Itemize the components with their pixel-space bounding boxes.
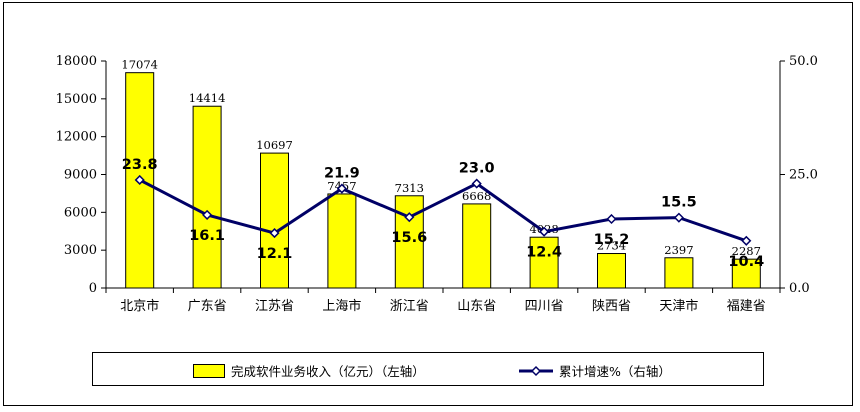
- growth-value-label: 15.2: [594, 232, 630, 248]
- legend-item-growth: 累计增速%（右轴）: [519, 361, 671, 380]
- y-left-tick-label: 3000: [64, 243, 97, 258]
- x-tick-label: 广东省: [188, 299, 227, 314]
- bar-value-label: 2397: [664, 243, 693, 257]
- growth-value-label: 12.1: [257, 246, 293, 262]
- y-left-tick-label: 12000: [56, 130, 97, 145]
- growth-value-label: 16.1: [189, 228, 225, 244]
- growth-point: [269, 228, 280, 239]
- growth-value-label: 15.6: [391, 230, 427, 246]
- y-left-tick-label: 6000: [64, 205, 97, 220]
- x-tick-label: 四川省: [525, 299, 564, 314]
- y-left-tick-label: 0: [89, 281, 97, 296]
- x-tick-label: 上海市: [322, 298, 361, 314]
- legend-item-revenue: 完成软件业务收入（亿元）（左轴）: [193, 361, 425, 380]
- bar: [192, 105, 222, 289]
- x-tick-label: 陕西省: [592, 299, 631, 314]
- bar: [597, 253, 626, 289]
- growth-point: [404, 212, 415, 223]
- y-right-tick-label: 50.0: [789, 54, 818, 69]
- growth-point: [202, 209, 213, 220]
- bar-value-label: 10697: [256, 138, 293, 152]
- chart-frame: 0 3000 6000 9000 12000 15000 18000 0.0 25.0 50.0 北…: [3, 2, 853, 406]
- growth-value-label: 23.0: [459, 161, 495, 177]
- x-tick-label: 福建省: [727, 299, 766, 314]
- growth-point: [673, 212, 684, 223]
- y-left-tick-label: 15000: [56, 92, 97, 107]
- chart-canvas: 0 3000 6000 9000 12000 15000 18000 0.0 25.0 50.0 北…: [56, 54, 818, 314]
- x-tick-label: 天津市: [659, 298, 698, 314]
- x-tick-label: 山东省: [457, 299, 496, 314]
- bar-value-label: 2734: [597, 239, 626, 253]
- growth-value-label: 21.9: [324, 166, 360, 182]
- chart-legend: 完成软件业务收入（亿元）（左轴） 累计增速%（右轴）: [92, 352, 764, 386]
- growth-value-label: 12.4: [526, 245, 562, 261]
- y-right-tick-label: 25.0: [789, 168, 818, 183]
- growth-point: [741, 235, 752, 246]
- bar: [327, 193, 357, 289]
- y-left-tick-label: 18000: [56, 54, 97, 69]
- legend-label-revenue: 完成软件业务收入（亿元）（左轴）: [231, 364, 425, 379]
- x-tick-label: 江苏省: [255, 298, 294, 314]
- bar-value-label: 14414: [189, 91, 226, 105]
- growth-line: [139, 178, 747, 243]
- bar-value-label: 17074: [121, 58, 158, 72]
- legend-line-swatch: [519, 365, 553, 376]
- bar: [529, 236, 559, 289]
- bar: [462, 203, 492, 289]
- growth-point: [606, 213, 617, 225]
- bar-value-label: 7313: [395, 181, 424, 195]
- bar-value-label: 2287: [732, 244, 761, 258]
- growth-value-label: 10.4: [728, 254, 764, 270]
- legend-label-growth: 累计增速%（右轴）: [559, 364, 671, 379]
- x-tick-label: 北京市: [120, 298, 159, 314]
- bar: [664, 257, 694, 289]
- growth-point: [134, 174, 145, 186]
- y-right-tick-label: 0.0: [789, 281, 810, 296]
- growth-value-label: 23.8: [122, 157, 158, 173]
- growth-point: [471, 178, 482, 189]
- x-tick-label: 浙江省: [390, 299, 429, 314]
- bar-value-label: 6668: [462, 189, 491, 203]
- growth-value-label: 15.5: [661, 195, 697, 211]
- y-left-tick-label: 9000: [64, 168, 97, 183]
- legend-bar-swatch: [193, 363, 225, 378]
- growth-point: [336, 183, 347, 194]
- growth-point: [539, 226, 550, 237]
- bar: [260, 152, 289, 289]
- bar: [731, 258, 761, 289]
